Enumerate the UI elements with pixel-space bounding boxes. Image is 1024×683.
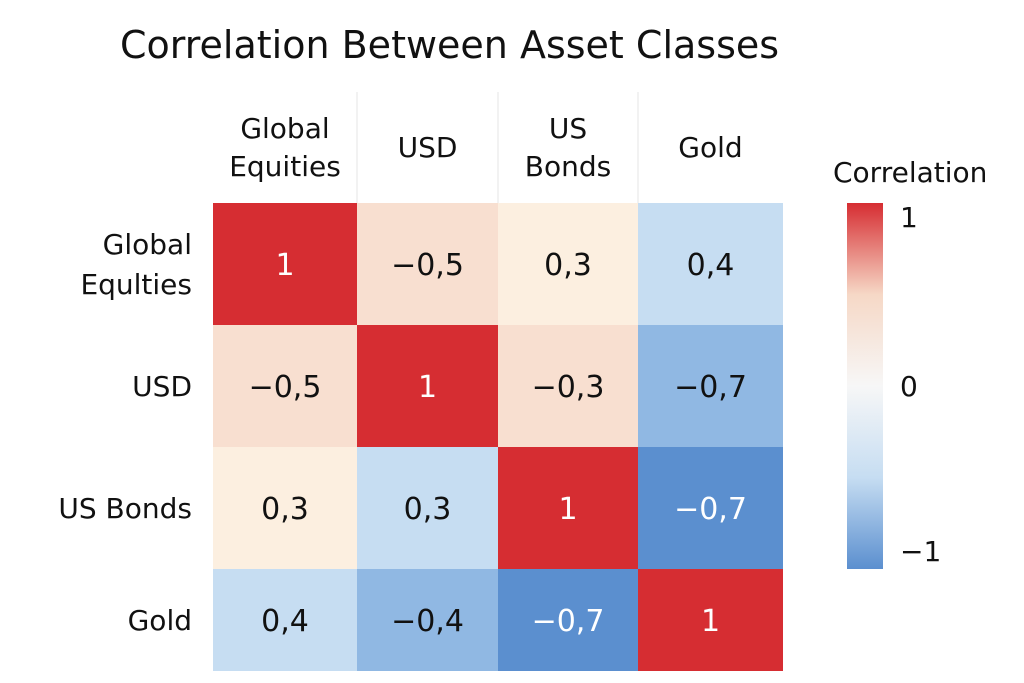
colorbar-ticks: 1 0 −1 [900, 201, 941, 568]
row-label-us-bonds: US Bonds [58, 492, 192, 525]
heatmap-cell [357, 325, 498, 447]
chart-title: Correlation Between Asset Classes [120, 23, 779, 67]
cell-value-label: 0,4 [261, 604, 309, 639]
heatmap-cell [213, 447, 357, 569]
cell-value-label: 0,4 [687, 248, 735, 283]
cell-value-label: 0,3 [404, 492, 452, 527]
cell-value-label: 0,3 [261, 492, 309, 527]
heatmap-cell [498, 203, 638, 325]
heatmap-cell [638, 569, 783, 671]
column-labels: Global Equities USD US Bonds Gold [229, 112, 742, 183]
column-label-gold: Gold [678, 131, 742, 164]
colorbar-legend: Correlation 1 0 −1 [833, 156, 987, 569]
column-label-usd: USD [398, 131, 458, 164]
heatmap-cell [213, 325, 357, 447]
cell-value-label: −0,3 [532, 370, 605, 405]
heatmap-cell [213, 203, 357, 325]
column-header-dividers [356, 92, 639, 203]
cell-value-label: 1 [418, 370, 437, 405]
row-label-gold: Gold [128, 604, 192, 637]
cell-value-label: −0,5 [391, 248, 464, 283]
heatmap-cell [357, 203, 498, 325]
colorbar-tick-label: −1 [900, 535, 941, 568]
column-label-us-bonds: US [549, 112, 587, 145]
heatmap-cell [498, 569, 638, 671]
heatmap-cell [498, 447, 638, 569]
heatmap-cell [357, 569, 498, 671]
cell-value-label: −0,7 [532, 604, 605, 639]
row-label-global-equlties: Global [103, 228, 192, 261]
colorbar-title: Correlation [833, 156, 987, 189]
column-label-global-equities: Equities [229, 150, 341, 183]
heatmap-cell [357, 447, 498, 569]
cell-value-label: −0,5 [249, 370, 322, 405]
cell-value-label: 1 [701, 604, 720, 639]
row-label-global-equlties: Equlties [80, 268, 192, 301]
colorbar-tick-label: 1 [900, 201, 918, 234]
column-label-us-bonds: Bonds [525, 150, 611, 183]
colorbar-gradient [847, 203, 883, 569]
column-label-global-equities: Global [240, 112, 329, 145]
heatmap-cell [638, 325, 783, 447]
cell-value-label: 1 [275, 248, 294, 283]
cell-value-label: −0,7 [674, 370, 747, 405]
colorbar-tick-label: 0 [900, 370, 918, 403]
cell-value-label: 0,3 [544, 248, 592, 283]
row-labels: Global Equlties USD US Bonds Gold [58, 228, 192, 637]
cell-value-label: 1 [558, 492, 577, 527]
cell-value-label: −0,7 [674, 492, 747, 527]
heatmap-cell [213, 569, 357, 671]
heatmap-cell [498, 325, 638, 447]
heatmap-cells: 1 −0,5 0,3 0,4 −0,5 1 −0,3 −0,7 0,3 0,3 1 −0,7 0,4 −0… [213, 203, 783, 671]
cell-value-label: −0,4 [391, 604, 464, 639]
heatmap-cell [638, 447, 783, 569]
row-label-usd: USD [132, 370, 192, 403]
heatmap-cell [638, 203, 783, 325]
